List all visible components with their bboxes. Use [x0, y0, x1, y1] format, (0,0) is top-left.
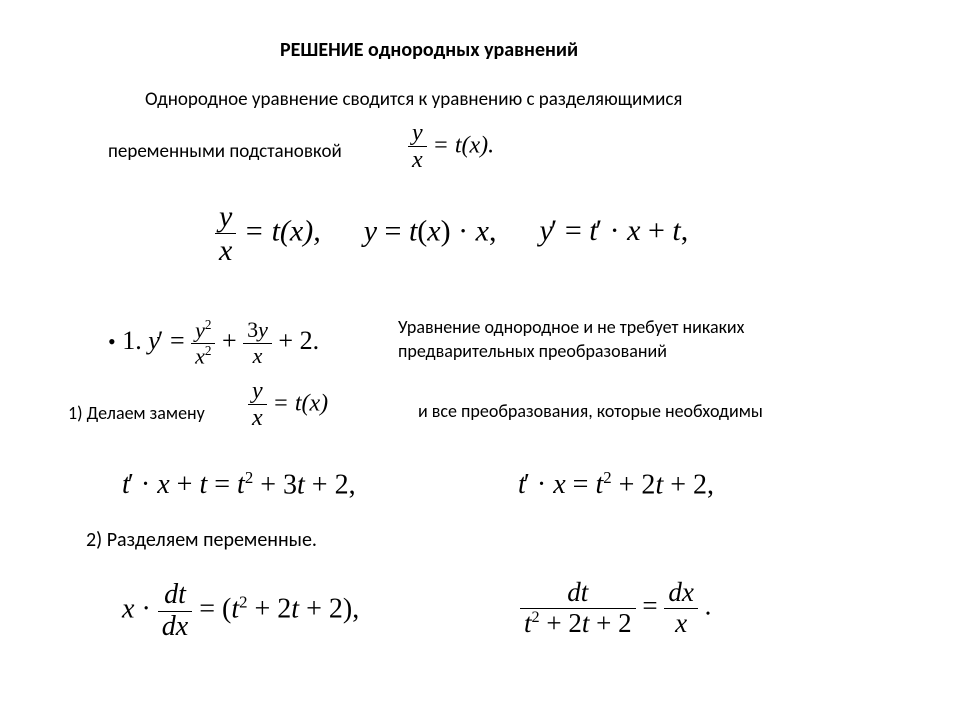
eq-substitution: y x = t(x).	[408, 120, 494, 174]
page-title: РЕШЕНИЕ однородных уравнений	[280, 38, 578, 62]
eq-sep2: dt t2 + 2t + 2 = dx x .	[520, 578, 711, 638]
step1-label: 1) Делаем замену	[68, 402, 205, 424]
intro-line-2: переменными подстановкой	[108, 140, 342, 163]
eq-main-p4: y′ = t′ · x + t,	[539, 214, 688, 247]
eq-main-row: y x = t(x), y = t(x) · x, y′ = t′ · x + …	[215, 200, 688, 267]
step2-label: 2) Разделяем переменные.	[86, 528, 317, 552]
example-note-2: предварительных преобразований	[398, 340, 667, 362]
example-note-1: Уравнение однородное и не требует никаки…	[398, 316, 744, 338]
eq-sep1: x · dt dx = (t2 + 2t + 2),	[122, 580, 359, 643]
title-text: РЕШЕНИЕ однородных уравнений	[280, 38, 578, 62]
step1-eq: y x = t(x)	[248, 378, 328, 432]
eq-t1: t′ · x + t = t2 + 3t + 2,	[122, 468, 356, 501]
eq-main-p3: y = t(x) · x,	[364, 214, 497, 247]
intro-line-1: Однородное уравнение сводится к уравнени…	[145, 88, 682, 111]
eq-t2: t′ · x = t2 + 2t + 2,	[518, 468, 714, 501]
example-1: • 1. y′ = y2 x2 + 3y x + 2.	[108, 318, 319, 368]
step1-after: и все преобразования, которые необходимы	[418, 400, 763, 422]
